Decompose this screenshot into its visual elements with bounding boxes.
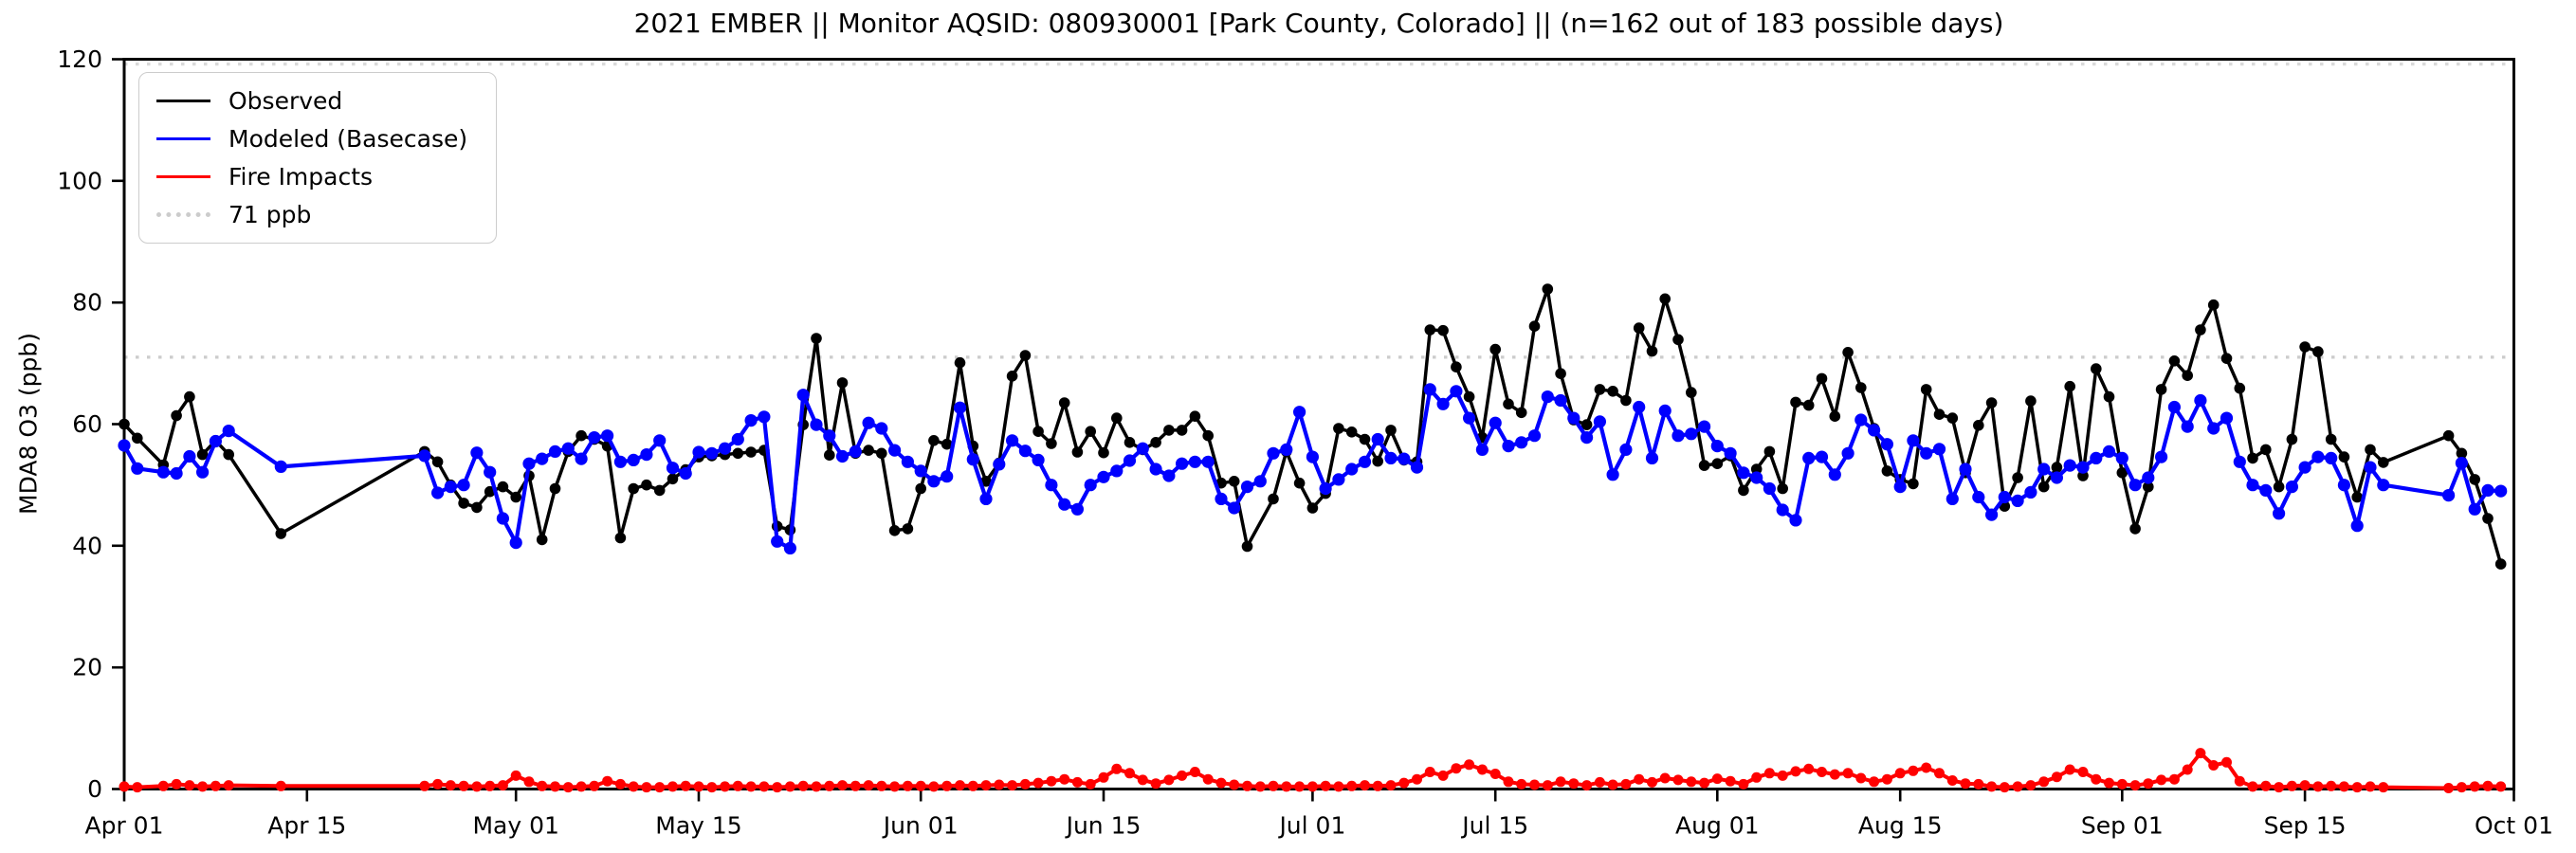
svg-text:Sep 15: Sep 15 [2264, 812, 2347, 840]
svg-text:Oct 01: Oct 01 [2475, 812, 2553, 840]
legend-item-observed: Observed [156, 86, 467, 116]
svg-text:0: 0 [87, 775, 102, 803]
chart-title: 2021 EMBER || Monitor AQSID: 080930001 [… [633, 8, 2004, 39]
svg-text:100: 100 [57, 167, 102, 194]
svg-text:May 01: May 01 [472, 812, 558, 840]
svg-text:Aug 01: Aug 01 [1675, 812, 1760, 840]
legend-item-fire: Fire Impacts [156, 162, 467, 191]
svg-text:40: 40 [72, 532, 102, 559]
threshold-line-swatch [156, 212, 210, 217]
legend-label: Observed [228, 87, 343, 115]
svg-text:Apr 15: Apr 15 [267, 812, 346, 840]
fire-line-swatch [156, 175, 210, 178]
legend-label: Modeled (Basecase) [228, 125, 468, 153]
svg-text:80: 80 [72, 289, 102, 317]
legend-item-modeled: Modeled (Basecase) [156, 124, 467, 154]
legend-label: Fire Impacts [228, 163, 374, 191]
svg-text:120: 120 [57, 45, 102, 73]
svg-text:Sep 01: Sep 01 [2081, 812, 2164, 840]
svg-text:Apr 01: Apr 01 [84, 812, 163, 840]
svg-text:Jun 01: Jun 01 [882, 812, 959, 840]
svg-text:Jul 15: Jul 15 [1460, 812, 1528, 840]
svg-text:May 15: May 15 [655, 812, 741, 840]
modeled-line-swatch [156, 137, 210, 140]
observed-line-swatch [156, 100, 210, 102]
svg-text:Jul 01: Jul 01 [1277, 812, 1345, 840]
svg-text:Jun 15: Jun 15 [1065, 812, 1142, 840]
legend-item-threshold: 71 ppb [156, 200, 467, 229]
legend-label: 71 ppb [228, 201, 312, 228]
svg-text:20: 20 [72, 654, 102, 681]
svg-text:Aug 15: Aug 15 [1858, 812, 1943, 840]
y-axis-label: MDA8 O3 (ppb) [14, 333, 43, 515]
legend: Observed Modeled (Basecase) Fire Impacts… [138, 72, 498, 244]
svg-text:60: 60 [72, 410, 102, 438]
